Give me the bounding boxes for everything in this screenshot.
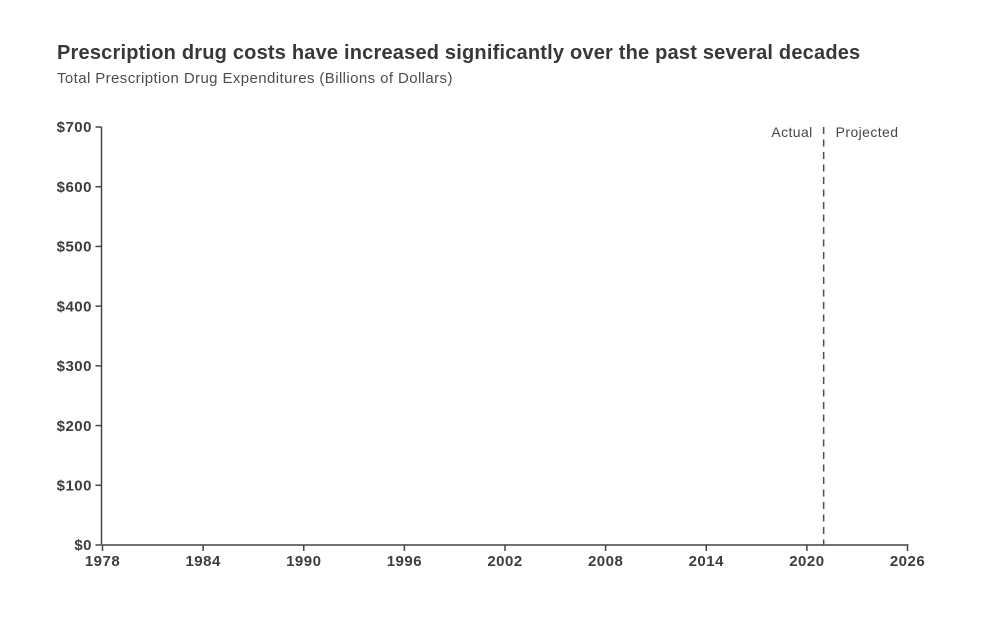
y-tick-label: $700 [57, 119, 92, 136]
projected-region-label: Projected [835, 124, 899, 140]
x-tick-label: 2014 [689, 553, 725, 570]
x-tick-label: 1978 [85, 553, 120, 570]
x-tick-label: 1996 [387, 553, 422, 570]
x-tick-label: 2026 [890, 553, 925, 570]
y-tick-label: $200 [57, 418, 92, 435]
x-tick-label: 2020 [789, 553, 824, 570]
actual-region-label: Actual [771, 124, 813, 140]
y-tick-label: $0 [74, 537, 92, 554]
x-tick-label: 1990 [286, 553, 321, 570]
y-tick-label: $300 [57, 358, 92, 375]
y-tick-label: $500 [57, 239, 92, 256]
y-tick-label: $400 [57, 298, 92, 315]
y-tick-label: $100 [57, 477, 92, 494]
chart-subtitle: Total Prescription Drug Expenditures (Bi… [57, 70, 453, 87]
chart-title: Prescription drug costs have increased s… [57, 42, 861, 64]
x-tick-label: 2008 [588, 553, 623, 570]
y-tick-label: $600 [57, 179, 92, 196]
x-tick-label: 2002 [487, 553, 522, 570]
x-tick-label: 1984 [185, 553, 221, 570]
